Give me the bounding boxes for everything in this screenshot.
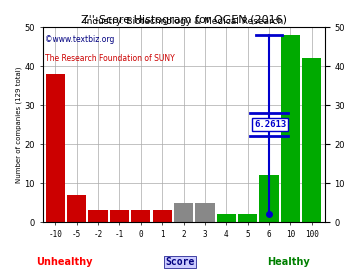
Bar <box>67 195 86 222</box>
Bar <box>281 35 300 222</box>
Bar <box>153 210 172 222</box>
Title: Z''-Score Histogram for QGEN (2016): Z''-Score Histogram for QGEN (2016) <box>81 15 287 25</box>
Text: Industry: Biotechnology & Medical Research: Industry: Biotechnology & Medical Resear… <box>84 17 283 26</box>
Bar <box>238 214 257 222</box>
Text: ©www.textbiz.org: ©www.textbiz.org <box>45 35 115 44</box>
Bar <box>260 175 279 222</box>
Text: Score: Score <box>165 257 195 267</box>
Text: The Research Foundation of SUNY: The Research Foundation of SUNY <box>45 55 175 63</box>
Bar <box>89 210 108 222</box>
Text: Unhealthy: Unhealthy <box>37 257 93 267</box>
Bar <box>110 210 129 222</box>
Bar <box>131 210 150 222</box>
Text: 6.2613: 6.2613 <box>254 120 286 129</box>
Bar <box>302 58 321 222</box>
Bar <box>195 203 215 222</box>
Y-axis label: Number of companies (129 total): Number of companies (129 total) <box>15 66 22 183</box>
Bar <box>217 214 236 222</box>
Bar <box>174 203 193 222</box>
Bar <box>46 74 65 222</box>
Text: Healthy: Healthy <box>267 257 309 267</box>
